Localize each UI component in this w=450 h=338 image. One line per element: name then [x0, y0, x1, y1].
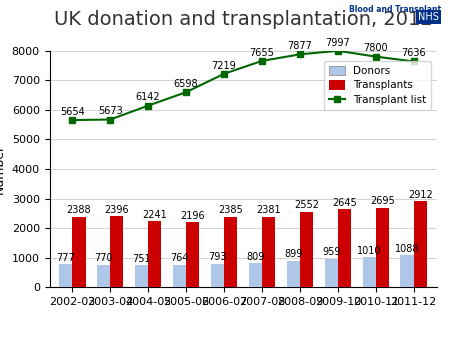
Text: 7219: 7219: [212, 61, 236, 71]
Bar: [148, 221, 162, 287]
Text: 2381: 2381: [256, 206, 281, 215]
Bar: [59, 264, 72, 287]
Bar: [363, 258, 376, 287]
Text: 2695: 2695: [370, 196, 395, 206]
Text: 899: 899: [284, 249, 302, 259]
Text: 1010: 1010: [357, 246, 382, 256]
Text: 2385: 2385: [218, 205, 243, 215]
Text: 2388: 2388: [67, 205, 91, 215]
Text: UK donation and transplantation, 2012: UK donation and transplantation, 2012: [54, 10, 432, 29]
Text: 2396: 2396: [104, 205, 129, 215]
Bar: [262, 217, 275, 287]
Text: 809: 809: [246, 252, 265, 262]
Text: 2241: 2241: [142, 210, 167, 220]
Bar: [211, 264, 224, 287]
Bar: [173, 265, 186, 287]
Text: 793: 793: [208, 252, 227, 262]
Bar: [376, 208, 389, 287]
Text: 5654: 5654: [60, 107, 85, 117]
Text: NHS: NHS: [418, 12, 439, 22]
Bar: [72, 217, 86, 287]
Text: 2552: 2552: [294, 200, 319, 210]
Text: 751: 751: [132, 254, 151, 264]
Bar: [224, 217, 237, 287]
Bar: [287, 261, 300, 287]
Bar: [135, 265, 148, 287]
Bar: [324, 259, 338, 287]
Text: 7800: 7800: [364, 43, 388, 53]
Bar: [186, 222, 199, 287]
Bar: [300, 212, 313, 287]
Bar: [400, 255, 414, 287]
Text: 1088: 1088: [395, 244, 419, 254]
Text: Organ Retrieval Workshop, Oxford, November 2012: Organ Retrieval Workshop, Oxford, Novemb…: [108, 319, 396, 329]
Bar: [249, 263, 262, 287]
Bar: [97, 265, 110, 287]
Text: 7636: 7636: [401, 48, 426, 58]
Text: 2912: 2912: [408, 190, 433, 200]
Text: 2196: 2196: [180, 211, 205, 221]
Text: 2645: 2645: [332, 198, 357, 208]
Bar: [110, 216, 123, 287]
Text: 764: 764: [170, 253, 189, 263]
Bar: [414, 201, 427, 287]
Text: 5673: 5673: [98, 106, 122, 116]
Text: 6142: 6142: [136, 92, 161, 102]
Text: 6598: 6598: [174, 79, 198, 89]
Bar: [338, 209, 351, 287]
Text: 770: 770: [94, 253, 113, 263]
Text: Blood and Transplant: Blood and Transplant: [349, 5, 441, 14]
Legend: Donors, Transplants, Transplant list: Donors, Transplants, Transplant list: [324, 61, 431, 110]
Text: 7655: 7655: [250, 48, 274, 58]
Text: 7877: 7877: [288, 41, 312, 51]
Text: 7997: 7997: [325, 38, 350, 48]
Text: 959: 959: [322, 247, 341, 258]
Y-axis label: Number: Number: [0, 144, 6, 194]
Text: 777: 777: [56, 253, 75, 263]
